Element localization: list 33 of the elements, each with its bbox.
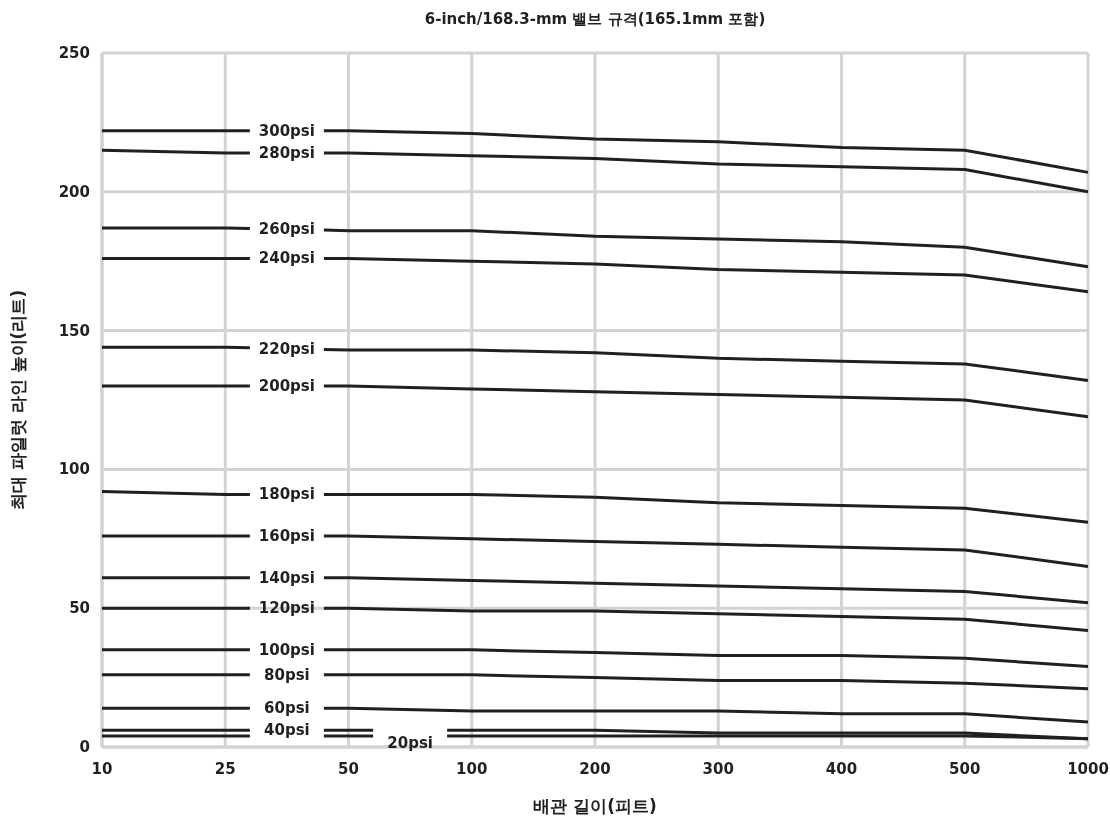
series-label: 200psi xyxy=(258,377,315,396)
series-label: 240psi xyxy=(258,249,315,268)
chart-title: 6-inch/168.3-mm 밸브 규격(165.1mm 포함) xyxy=(424,10,766,28)
x-tick-label: 25 xyxy=(214,760,236,778)
x-tick-label: 50 xyxy=(338,760,359,778)
x-tick-label: 500 xyxy=(949,760,981,778)
y-tick-label: 250 xyxy=(58,44,90,62)
series-label: 60psi xyxy=(264,699,310,718)
y-tick-label: 0 xyxy=(79,738,90,756)
y-tick-label: 150 xyxy=(58,321,90,340)
x-tick-label: 200 xyxy=(579,760,611,778)
series-label: 220psi xyxy=(258,339,315,358)
x-tick-label: 400 xyxy=(825,760,858,778)
y-axis-title: 최대 파일럿 라인 높이(리트) xyxy=(8,289,28,511)
series-label: 280psi xyxy=(258,143,315,162)
x-tick-label: 100 xyxy=(456,760,488,778)
x-tick-label: 300 xyxy=(702,760,734,778)
y-tick-label: 100 xyxy=(58,460,90,479)
x-tick-label: 1000 xyxy=(1067,760,1109,778)
y-tick-label: 200 xyxy=(58,182,90,201)
series-label: 160psi xyxy=(258,527,315,546)
series-label: 20psi xyxy=(387,733,433,752)
series-label: 140psi xyxy=(258,568,315,587)
x-axis-title: 배관 길이(피트) xyxy=(533,796,657,816)
series-label: 100psi xyxy=(258,640,315,659)
series-label: 40psi xyxy=(264,721,310,740)
x-tick-label: 10 xyxy=(91,760,113,778)
series-label: 80psi xyxy=(264,665,310,684)
series-label: 180psi xyxy=(258,485,315,504)
series-label: 120psi xyxy=(258,599,315,618)
y-tick-label: 50 xyxy=(69,599,90,618)
series-label: 300psi xyxy=(258,121,315,140)
series-label: 260psi xyxy=(258,220,315,239)
